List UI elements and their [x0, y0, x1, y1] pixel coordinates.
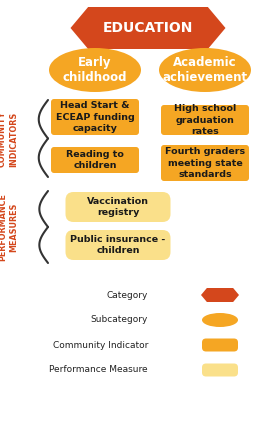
Ellipse shape	[49, 48, 141, 92]
FancyBboxPatch shape	[66, 192, 171, 222]
FancyBboxPatch shape	[161, 145, 249, 181]
Text: Category: Category	[107, 291, 148, 300]
Text: Fourth graders
meeting state
standards: Fourth graders meeting state standards	[165, 147, 245, 178]
FancyBboxPatch shape	[202, 363, 238, 377]
Text: Performance Measure: Performance Measure	[49, 366, 148, 374]
FancyBboxPatch shape	[66, 230, 171, 260]
FancyBboxPatch shape	[51, 99, 139, 135]
Polygon shape	[201, 288, 239, 302]
FancyBboxPatch shape	[202, 338, 238, 351]
Text: EDUCATION: EDUCATION	[103, 21, 193, 35]
FancyBboxPatch shape	[51, 147, 139, 173]
Text: PERFORMANCE
MEASURES: PERFORMANCE MEASURES	[0, 193, 18, 261]
Text: Early
childhood: Early childhood	[63, 56, 127, 84]
Ellipse shape	[202, 313, 238, 327]
Text: Community Indicator: Community Indicator	[53, 340, 148, 349]
Text: Head Start &
ECEAP funding
capacity: Head Start & ECEAP funding capacity	[56, 102, 134, 133]
Ellipse shape	[159, 48, 251, 92]
Text: Academic
achievement: Academic achievement	[162, 56, 248, 84]
Text: COMMUNITY
INDICATORS: COMMUNITY INDICATORS	[0, 111, 18, 167]
FancyBboxPatch shape	[161, 105, 249, 135]
Polygon shape	[70, 7, 225, 49]
Text: Vaccination
registry: Vaccination registry	[87, 197, 149, 217]
Text: Subcategory: Subcategory	[91, 315, 148, 325]
Text: High school
graduation
rates: High school graduation rates	[174, 105, 236, 136]
Text: Public insurance -
children: Public insurance - children	[70, 235, 166, 255]
Text: Reading to
children: Reading to children	[66, 150, 124, 170]
